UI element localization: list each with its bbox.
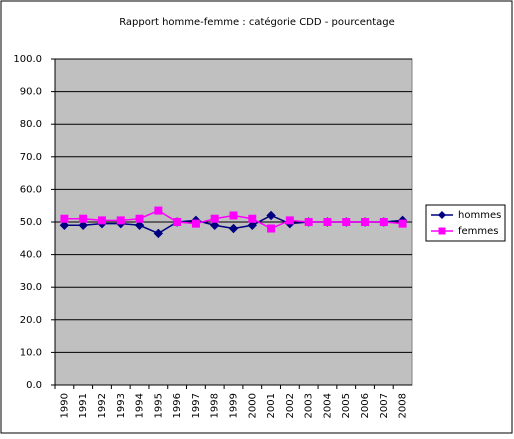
x-tick-label: 1995 [153,393,164,418]
marker [134,220,145,230]
marker [266,210,276,221]
marker [342,218,351,226]
y-tick-label: 0.0 [26,380,42,391]
marker [153,228,164,239]
x-tick-label: 2003 [304,393,315,418]
marker [323,218,332,226]
x-tick-label: 1999 [229,393,240,418]
marker [229,211,238,220]
marker [247,220,257,230]
legend-marker [438,211,446,219]
x-tick-label: 1992 [97,393,108,418]
y-tick-label: 30.0 [20,282,42,293]
marker [97,216,106,225]
marker [173,218,182,226]
marker [361,218,370,226]
marker [379,218,388,226]
legend-label: hommes [458,210,501,221]
x-tick-label: 2001 [266,393,277,418]
legend-label: femmes [458,226,499,237]
y-tick-label: 70.0 [20,152,42,163]
y-tick-label: 60.0 [20,184,42,195]
x-tick-label: 1998 [210,393,221,418]
x-tick-label: 2000 [247,393,258,418]
marker [248,214,257,223]
y-tick-label: 40.0 [20,250,42,261]
x-tick-label: 2005 [341,393,352,418]
x-tick-label: 1990 [59,393,70,418]
x-tick-label: 2006 [360,393,371,418]
y-tick-label: 50.0 [20,217,42,228]
marker [60,214,69,223]
y-tick-label: 10.0 [20,347,42,358]
marker [304,218,313,226]
marker [78,220,88,230]
marker [191,219,200,228]
marker [210,214,219,223]
legend-marker [438,227,446,235]
marker [135,214,144,223]
marker [116,216,125,225]
x-tick-label: 1996 [172,393,183,418]
marker [154,206,163,215]
chart-title: Rapport homme-femme : catégorie CDD - po… [119,16,395,28]
marker [228,223,239,234]
legend-box [425,204,506,242]
x-tick-label: 2007 [379,393,390,418]
marker [59,220,70,230]
marker [79,214,88,223]
y-tick-label: 100.0 [13,54,42,65]
x-tick-label: 1997 [191,393,202,418]
x-tick-label: 1994 [135,393,146,418]
marker [398,219,407,228]
marker [267,224,276,233]
x-tick-label: 1993 [116,393,127,418]
x-tick-label: 2002 [285,393,296,418]
y-tick-label: 20.0 [20,315,42,326]
y-tick-label: 80.0 [20,119,42,130]
x-tick-label: 1991 [78,393,89,418]
x-tick-label: 2004 [322,393,333,418]
marker [210,220,220,230]
x-tick-label: 2008 [398,393,409,418]
y-tick-label: 90.0 [20,87,42,98]
marker [285,216,294,225]
